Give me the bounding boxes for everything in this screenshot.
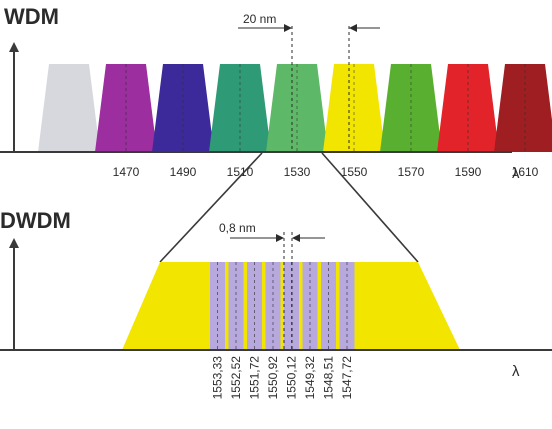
dwdm-tick-1547-72: 1547,72 [340,356,354,400]
dwdm-tick-1552-52: 1552,52 [229,356,243,400]
wdm-tick-1550: 1550 [341,165,368,179]
dwdm-lambda-label: λ [512,363,520,380]
dwdm-tick-1551-72: 1551,72 [248,356,262,400]
dwdm-tick-1549-32: 1549,32 [303,356,317,400]
dwdm-tick-labels: 1553,33 1552,52 1551,72 1550,92 1550,12 1549,… [211,356,355,400]
wdm-tick-1590: 1590 [455,165,482,179]
wdm-tick-1470: 1470 [113,165,140,179]
wdm-tick-1610: 1610 [512,165,539,179]
wdm-tick-1530: 1530 [284,165,311,179]
wdm-tick-1490: 1490 [170,165,197,179]
zoom-connector-left [159,152,263,263]
dwdm-spacing-label: 0,8 nm [219,221,256,235]
wdm-channel-group [38,64,552,152]
dwdm-tick-1548-51: 1548,51 [322,356,336,400]
dwdm-tick-1550-12: 1550,12 [285,356,299,400]
zoom-connector-right [321,152,419,263]
wdm-channel-unlabeled [38,64,100,152]
dwdm-tick-1553-33: 1553,33 [211,356,225,400]
dwdm-channel-group [210,262,355,350]
wdm-tick-labels: 1470 1490 1510 1530 1550 1570 1590 1610 [113,165,539,179]
wdm-spacing-label: 20 nm [243,12,276,26]
wdm-lambda-label: λ [512,165,520,182]
wdm-tick-1570: 1570 [398,165,425,179]
dwdm-tick-1550-92: 1550,92 [266,356,280,400]
wdm-channel-1610 [494,64,552,152]
wdm-title: WDM [4,4,59,29]
dwdm-title: DWDM [0,208,71,233]
